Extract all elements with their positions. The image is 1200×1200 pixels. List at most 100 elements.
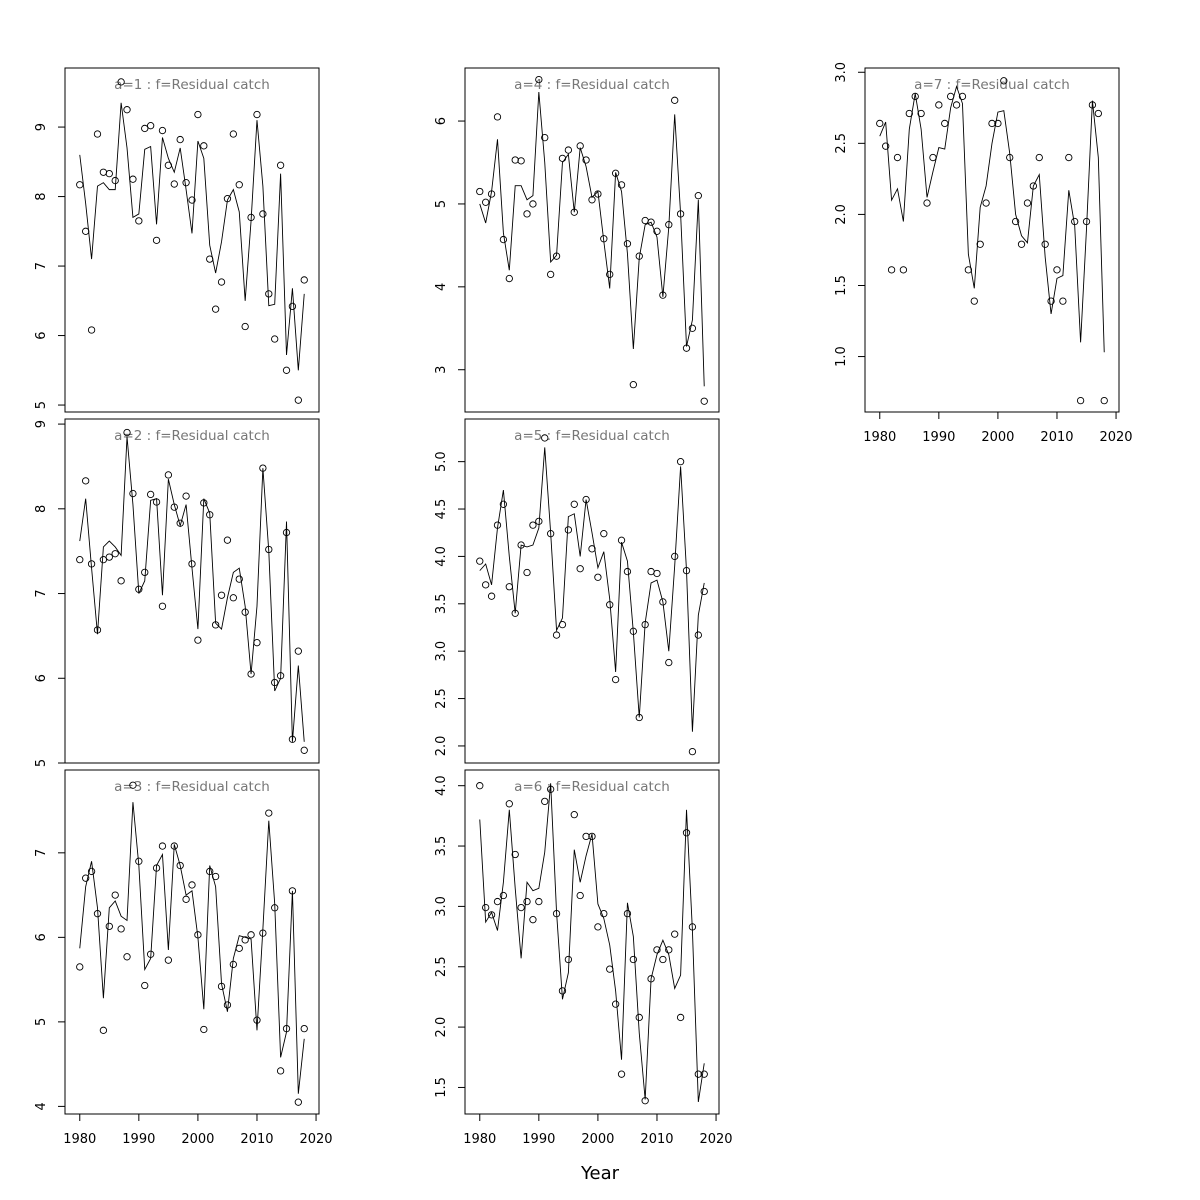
- panel-frame: [464, 418, 720, 764]
- data-point: [570, 500, 578, 508]
- x-tick-label: 2010: [240, 1132, 273, 1147]
- data-point: [217, 591, 226, 599]
- data-point: [476, 782, 484, 790]
- data-point: [529, 521, 537, 529]
- data-point: [194, 110, 202, 119]
- data-point: [653, 569, 661, 578]
- data-point: [611, 1000, 620, 1008]
- data-point: [247, 931, 255, 939]
- data-point: [487, 592, 496, 600]
- data-point: [570, 811, 578, 819]
- y-tick-label: 4: [34, 1102, 49, 1110]
- data-point: [499, 235, 508, 244]
- data-point: [611, 675, 620, 684]
- fitted-line: [879, 84, 1105, 353]
- data-point: [164, 471, 173, 479]
- data-point: [647, 218, 655, 226]
- data-point: [117, 78, 125, 86]
- data-point: [235, 181, 243, 189]
- data-point: [276, 1067, 285, 1075]
- data-point: [958, 92, 967, 101]
- data-point: [147, 122, 155, 130]
- data-point: [1041, 240, 1049, 248]
- panel-frame: [64, 67, 320, 413]
- data-point: [182, 179, 190, 187]
- data-point: [241, 322, 249, 331]
- data-point: [899, 266, 908, 274]
- data-point: [188, 881, 196, 889]
- data-point: [499, 891, 508, 900]
- y-tick-label: 2.5: [434, 688, 449, 709]
- data-point: [688, 747, 697, 756]
- y-tick-label: 3.0: [434, 896, 449, 917]
- data-point: [617, 1070, 626, 1078]
- data-point: [653, 227, 661, 235]
- data-point: [105, 169, 113, 178]
- data-point: [182, 895, 190, 903]
- data-point: [476, 187, 484, 196]
- data-point: [164, 956, 173, 964]
- y-tick-label: 5: [34, 1018, 49, 1026]
- data-point: [123, 428, 131, 437]
- y-tick-label: 2.0: [834, 204, 849, 225]
- data-point: [294, 647, 302, 655]
- y-tick-label: 8: [34, 505, 49, 513]
- data-point: [876, 119, 884, 128]
- y-tick-label: 7: [34, 262, 49, 270]
- panel: a=2 : f=Residual catch 5 6 7 8 9: [34, 418, 320, 767]
- data-point: [253, 110, 261, 119]
- data-point: [917, 109, 925, 118]
- data-point: [511, 850, 519, 859]
- data-point: [1094, 109, 1102, 118]
- y-tick-label: 5.0: [434, 451, 449, 472]
- data-point: [659, 955, 667, 964]
- panel-title: a=7 : f=Residual catch: [914, 77, 1070, 93]
- data-point: [1017, 240, 1026, 248]
- data-point: [147, 490, 155, 499]
- data-point: [635, 1013, 643, 1022]
- panel: a=1 : f=Residual catch 5 6 7 8 9: [34, 67, 320, 413]
- y-tick-label: 9: [34, 420, 49, 428]
- x-tick-label: 2000: [181, 1132, 214, 1147]
- data-point: [194, 636, 202, 644]
- data-point: [576, 565, 584, 573]
- data-point: [982, 199, 990, 207]
- data-point: [176, 861, 184, 870]
- data-point: [93, 130, 102, 138]
- data-point: [529, 200, 537, 208]
- data-point: [582, 156, 590, 164]
- data-point: [117, 577, 125, 585]
- data-point: [541, 797, 549, 806]
- x-tick-label: 2000: [581, 1132, 614, 1147]
- data-point: [594, 190, 602, 198]
- data-point: [600, 909, 608, 918]
- data-point: [600, 530, 608, 538]
- data-point: [935, 101, 943, 109]
- y-tick-label: 3: [434, 366, 449, 374]
- data-point: [235, 575, 243, 583]
- x-tick-label: 1980: [463, 1132, 496, 1147]
- data-point: [111, 550, 119, 558]
- data-point: [152, 236, 161, 244]
- data-point: [629, 955, 637, 964]
- y-tick-label: 3.0: [434, 641, 449, 662]
- data-point: [629, 380, 637, 389]
- data-point: [988, 119, 996, 128]
- data-point: [588, 545, 596, 553]
- data-point: [1023, 199, 1032, 207]
- data-point: [505, 274, 513, 283]
- data-point: [671, 96, 679, 104]
- data-point: [241, 936, 249, 944]
- panel-title: a=1 : f=Residual catch: [114, 77, 270, 93]
- data-point: [700, 397, 708, 405]
- data-point: [135, 217, 143, 225]
- data-point: [482, 903, 490, 912]
- data-point: [700, 1070, 708, 1078]
- data-point: [200, 1025, 208, 1034]
- data-point: [576, 891, 584, 900]
- y-tick-label: 5: [34, 759, 49, 767]
- data-point: [665, 946, 673, 954]
- data-point: [1065, 153, 1073, 162]
- panel: a=7 : f=Residual catch 1.0 1.5 2.0 2.5 3.0 198…: [834, 62, 1133, 445]
